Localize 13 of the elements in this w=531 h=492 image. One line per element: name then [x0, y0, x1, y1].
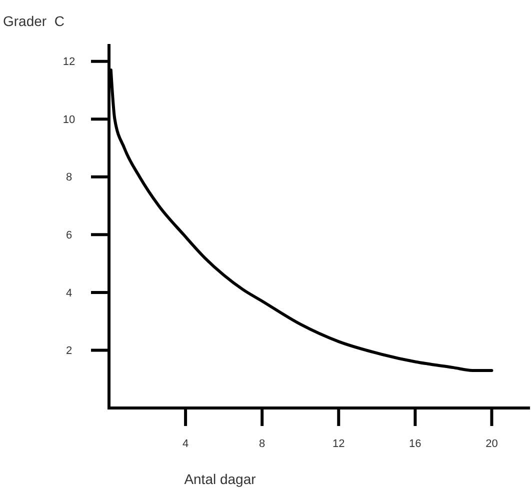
x-tick-label: 8	[259, 438, 266, 450]
x-tick-label: 4	[182, 438, 189, 450]
y-axis-title: Grader C	[3, 13, 64, 29]
x-tick-label: 16	[409, 438, 422, 450]
y-tick-label: 6	[66, 230, 72, 242]
x-tick-label: 12	[332, 438, 345, 450]
y-tick-label: 10	[62, 114, 76, 126]
y-tick-label: 4	[66, 287, 72, 300]
y-tick-label: 8	[66, 172, 72, 184]
x-tick-label: 20	[486, 438, 498, 450]
y-tick-label: 2	[66, 345, 72, 358]
x-axis-title: Antal dagar	[184, 471, 256, 487]
y-tick-label: 12	[62, 56, 76, 68]
